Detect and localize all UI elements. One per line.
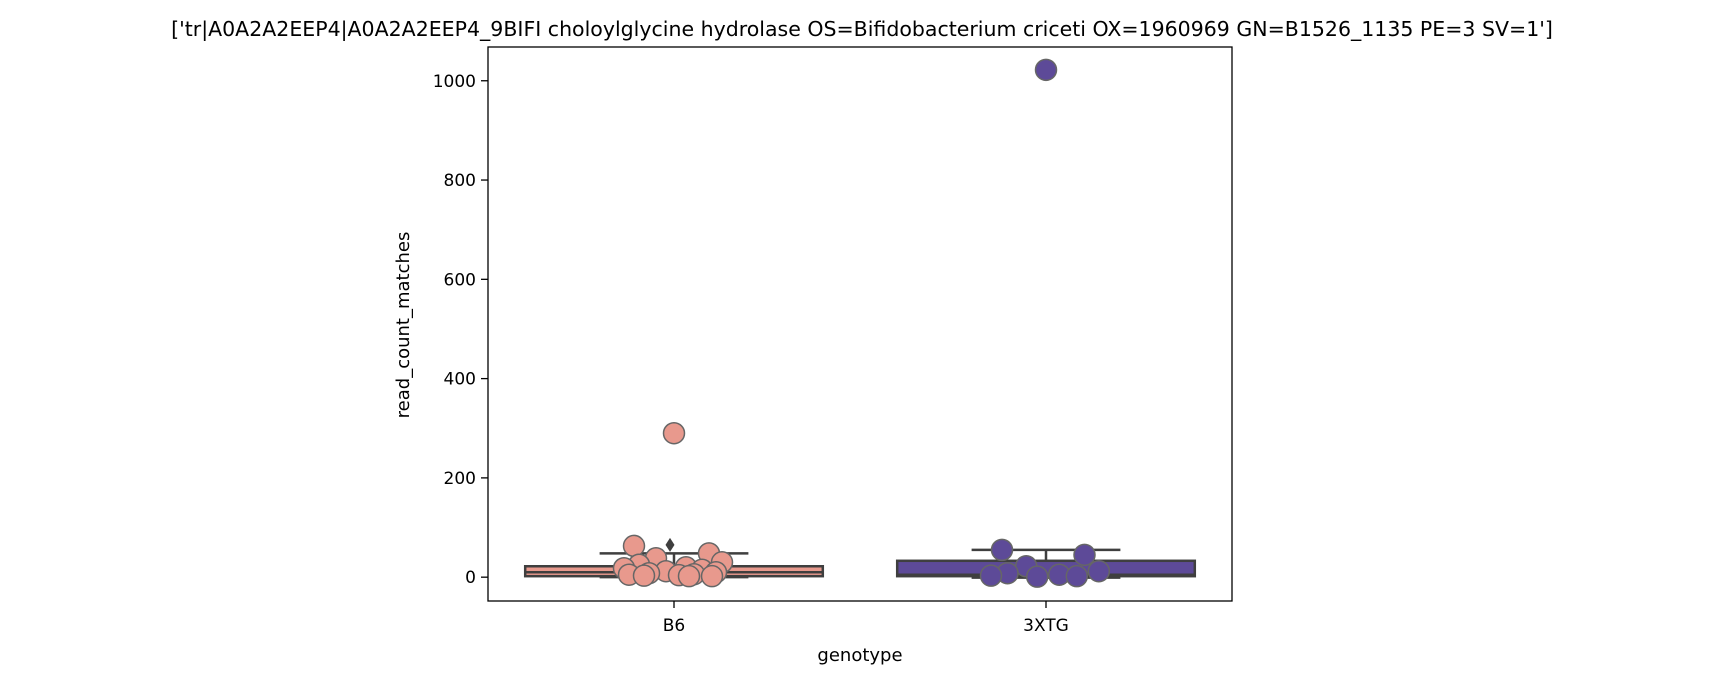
x-axis-label: genotype — [817, 645, 902, 666]
data-point — [1025, 565, 1049, 588]
data-point — [700, 564, 724, 588]
box-b6 — [523, 426, 825, 579]
chart-title: ['tr|A0A2A2EEP4|A0A2A2EEP4_9BIFI choloyl… — [171, 17, 1553, 42]
box-outlier — [665, 537, 675, 552]
data-point — [622, 534, 646, 558]
y-tick-label: 400 — [444, 370, 476, 390]
y-tick-label: 200 — [444, 469, 476, 489]
data-point — [990, 538, 1014, 562]
data-point — [1073, 543, 1096, 567]
y-tick-label: 1000 — [433, 72, 476, 92]
points-b6 — [612, 421, 734, 588]
x-tick-label: B6 — [663, 616, 685, 636]
axes: 0 200 400 600 800 1000 B6 3XTG — [433, 72, 1069, 636]
box-3xtg — [895, 62, 1197, 579]
data-point — [979, 564, 1003, 587]
data-point — [1065, 564, 1089, 588]
plot-frame — [487, 46, 1233, 602]
data-point — [662, 421, 686, 445]
x-tick-label: 3XTG — [1023, 616, 1069, 636]
y-tick-label: 0 — [465, 568, 476, 588]
data-point — [1034, 58, 1058, 82]
points-3xtg — [979, 58, 1111, 588]
data-point — [677, 564, 701, 588]
y-tick-label: 600 — [444, 270, 476, 290]
data-point — [632, 564, 656, 587]
plot-area — [523, 58, 1197, 588]
y-tick-label: 800 — [444, 171, 476, 191]
data-point — [1087, 559, 1111, 583]
y-axis-label: read_count_matches — [393, 232, 414, 419]
